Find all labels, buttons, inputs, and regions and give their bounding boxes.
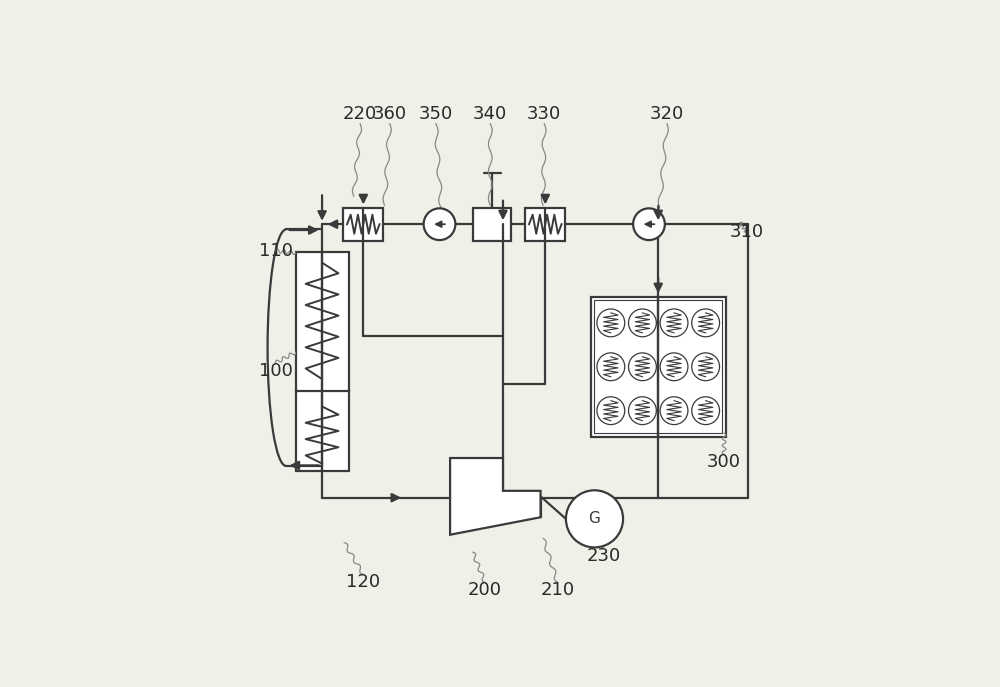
Bar <box>343 207 383 240</box>
Text: 230: 230 <box>586 547 621 565</box>
Circle shape <box>629 309 656 337</box>
Circle shape <box>660 397 688 425</box>
Text: 310: 310 <box>729 223 763 240</box>
Text: 110: 110 <box>259 242 293 260</box>
Polygon shape <box>450 458 541 534</box>
Bar <box>525 207 565 240</box>
Bar <box>473 207 511 240</box>
Circle shape <box>692 397 720 425</box>
Text: 340: 340 <box>473 105 507 123</box>
Text: 210: 210 <box>540 581 575 599</box>
Circle shape <box>692 353 720 381</box>
Circle shape <box>597 397 625 425</box>
Circle shape <box>633 208 665 240</box>
Text: 220: 220 <box>343 105 377 123</box>
Bar <box>594 300 722 433</box>
Text: 320: 320 <box>650 105 684 123</box>
Text: 300: 300 <box>707 453 741 471</box>
Text: 350: 350 <box>419 105 453 123</box>
Text: 120: 120 <box>346 574 380 592</box>
Circle shape <box>629 397 656 425</box>
Text: 330: 330 <box>527 105 561 123</box>
Circle shape <box>424 208 455 240</box>
Circle shape <box>597 309 625 337</box>
Bar <box>296 251 349 471</box>
Bar <box>591 297 726 437</box>
Circle shape <box>660 309 688 337</box>
Text: 360: 360 <box>373 105 407 123</box>
Text: G: G <box>589 511 600 526</box>
Circle shape <box>566 491 623 548</box>
Circle shape <box>597 353 625 381</box>
Text: 100: 100 <box>259 362 292 380</box>
Circle shape <box>692 309 720 337</box>
Circle shape <box>629 353 656 381</box>
Circle shape <box>660 353 688 381</box>
Text: 200: 200 <box>468 581 502 599</box>
